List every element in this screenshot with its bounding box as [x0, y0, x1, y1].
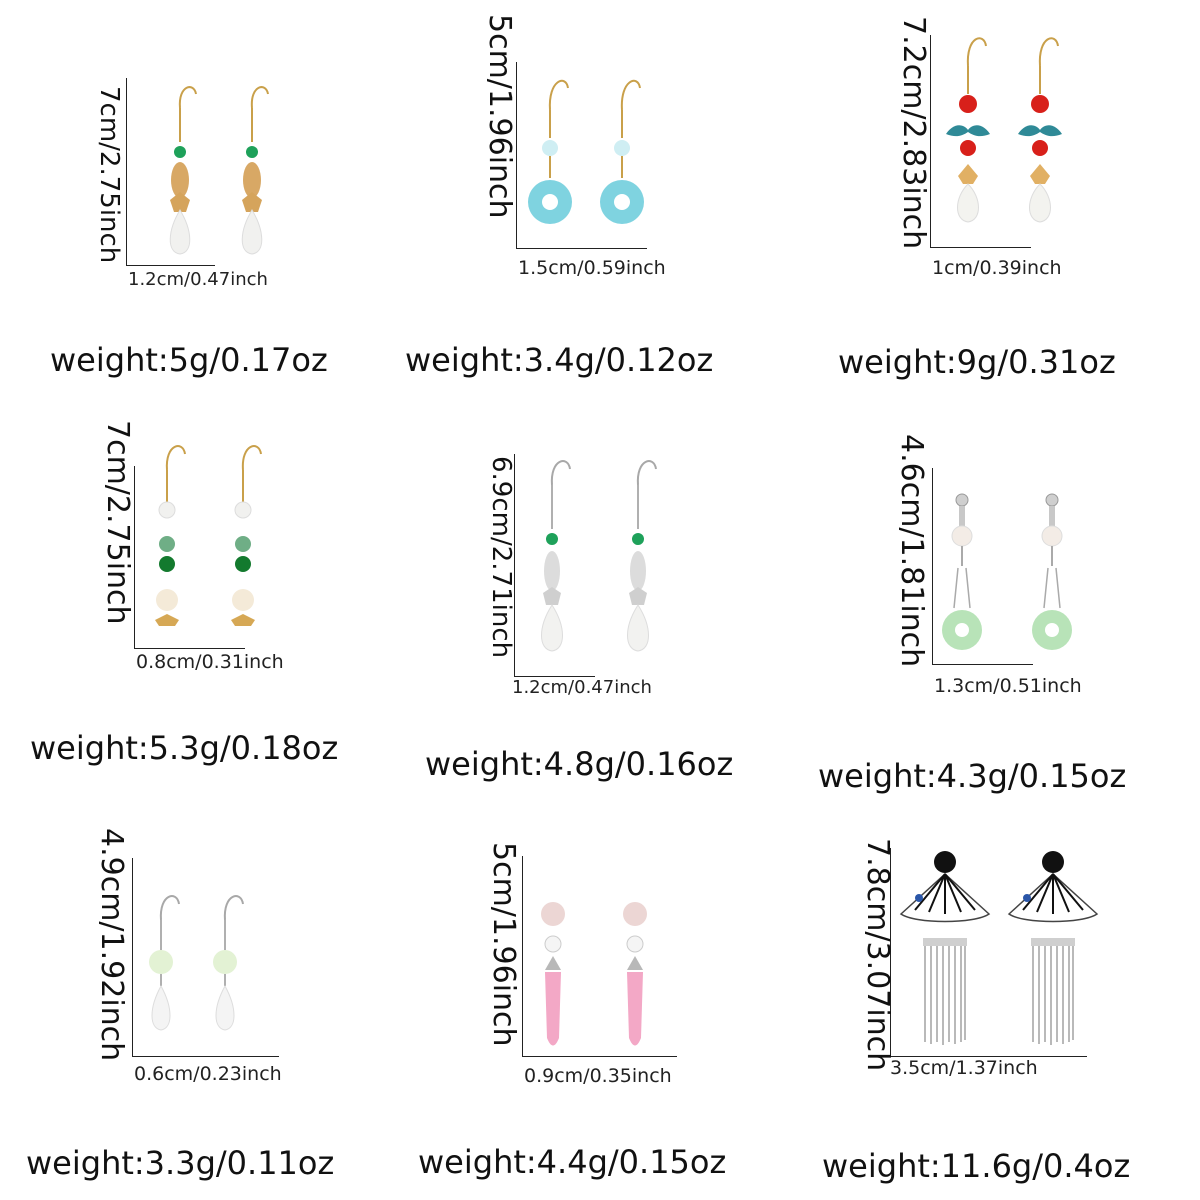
measure-guide [930, 35, 1031, 248]
earring-pair-image [155, 445, 262, 627]
measure-guide [890, 848, 1087, 1057]
weight-label: weight:3.3g/0.11oz [26, 1144, 335, 1182]
product-card-2: 5cm/1.96inch 1.5cm/0.59inch weight:3.4g/… [400, 0, 800, 400]
weight-label: weight:5g/0.17oz [50, 341, 328, 379]
width-label: 0.6cm/0.23inch [134, 1063, 282, 1085]
product-card-9: 7.8cm/3.07inch 3.5cm/1.37inch weight:11.… [800, 800, 1200, 1200]
weight-label: weight:4.3g/0.15oz [818, 757, 1127, 795]
earring-pair-image [541, 460, 657, 652]
earring-pair-image [899, 850, 1098, 1046]
earring-pair-image [169, 86, 269, 255]
product-card-1: 7cm/2.75inch 1.2cm/0.47inch weight:5g/0.… [0, 0, 400, 400]
measure-guide [132, 858, 279, 1057]
width-label: 1.5cm/0.59inch [518, 257, 666, 279]
width-label: 1.2cm/0.47inch [128, 269, 268, 290]
earring-pair-image [942, 493, 1073, 651]
height-label: 7cm/2.75inch [94, 86, 124, 264]
measure-guide [522, 856, 677, 1057]
measure-guide [932, 468, 1033, 665]
earring-pair-image [541, 901, 648, 1046]
weight-label: weight:11.6g/0.4oz [822, 1147, 1131, 1185]
height-label: 7.2cm/2.83inch [896, 16, 931, 250]
measure-guide [134, 466, 245, 649]
width-label: 0.9cm/0.35inch [524, 1065, 672, 1087]
product-card-6: 4.6cm/1.81inch 1.3cm/0.51inch weight:4.3… [800, 400, 1200, 800]
weight-label: weight:3.4g/0.12oz [405, 341, 714, 379]
measure-guide [514, 454, 595, 677]
measure-guide [126, 78, 215, 266]
product-card-8: 5cm/1.96inch 0.9cm/0.35inch weight:4.4g/… [400, 800, 800, 1200]
earring-pair-image [528, 79, 645, 225]
width-label: 3.5cm/1.37inch [890, 1057, 1038, 1079]
width-label: 1.3cm/0.51inch [934, 675, 1082, 697]
earring-pair-image [149, 895, 244, 1031]
width-label: 0.8cm/0.31inch [136, 651, 284, 673]
weight-label: weight:4.8g/0.16oz [425, 745, 734, 783]
height-label: 7cm/2.75inch [100, 420, 135, 625]
width-label: 1.2cm/0.47inch [512, 677, 652, 698]
product-card-7: 4.9cm/1.92inch 0.6cm/0.23inch weight:3.3… [0, 800, 400, 1200]
product-card-3: 7.2cm/2.83inch 1cm/0.39inch weight:9g/0.… [800, 0, 1200, 400]
weight-label: weight:5.3g/0.18oz [30, 729, 339, 767]
height-label: 6.9cm/2.71inch [486, 456, 516, 659]
height-label: 5cm/1.96inch [486, 842, 521, 1047]
earring-pair-image [946, 37, 1063, 223]
measure-guide [516, 62, 647, 249]
width-label: 1cm/0.39inch [932, 257, 1062, 279]
weight-label: weight:9g/0.31oz [838, 343, 1116, 381]
product-card-5: 6.9cm/2.71inch 1.2cm/0.47inch weight:4.8… [400, 400, 800, 800]
height-label: 4.9cm/1.92inch [94, 828, 129, 1062]
height-label: 5cm/1.96inch [482, 14, 517, 219]
height-label: 7.8cm/3.07inch [860, 838, 895, 1072]
weight-label: weight:4.4g/0.15oz [418, 1143, 727, 1181]
product-card-4: 7cm/2.75inch 0.8cm/0.31inch weight:5.3g/… [0, 400, 400, 800]
height-label: 4.6cm/1.81inch [894, 434, 929, 668]
